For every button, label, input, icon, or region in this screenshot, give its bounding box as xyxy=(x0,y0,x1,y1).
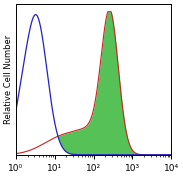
Y-axis label: Relative Cell Number: Relative Cell Number xyxy=(4,35,13,124)
